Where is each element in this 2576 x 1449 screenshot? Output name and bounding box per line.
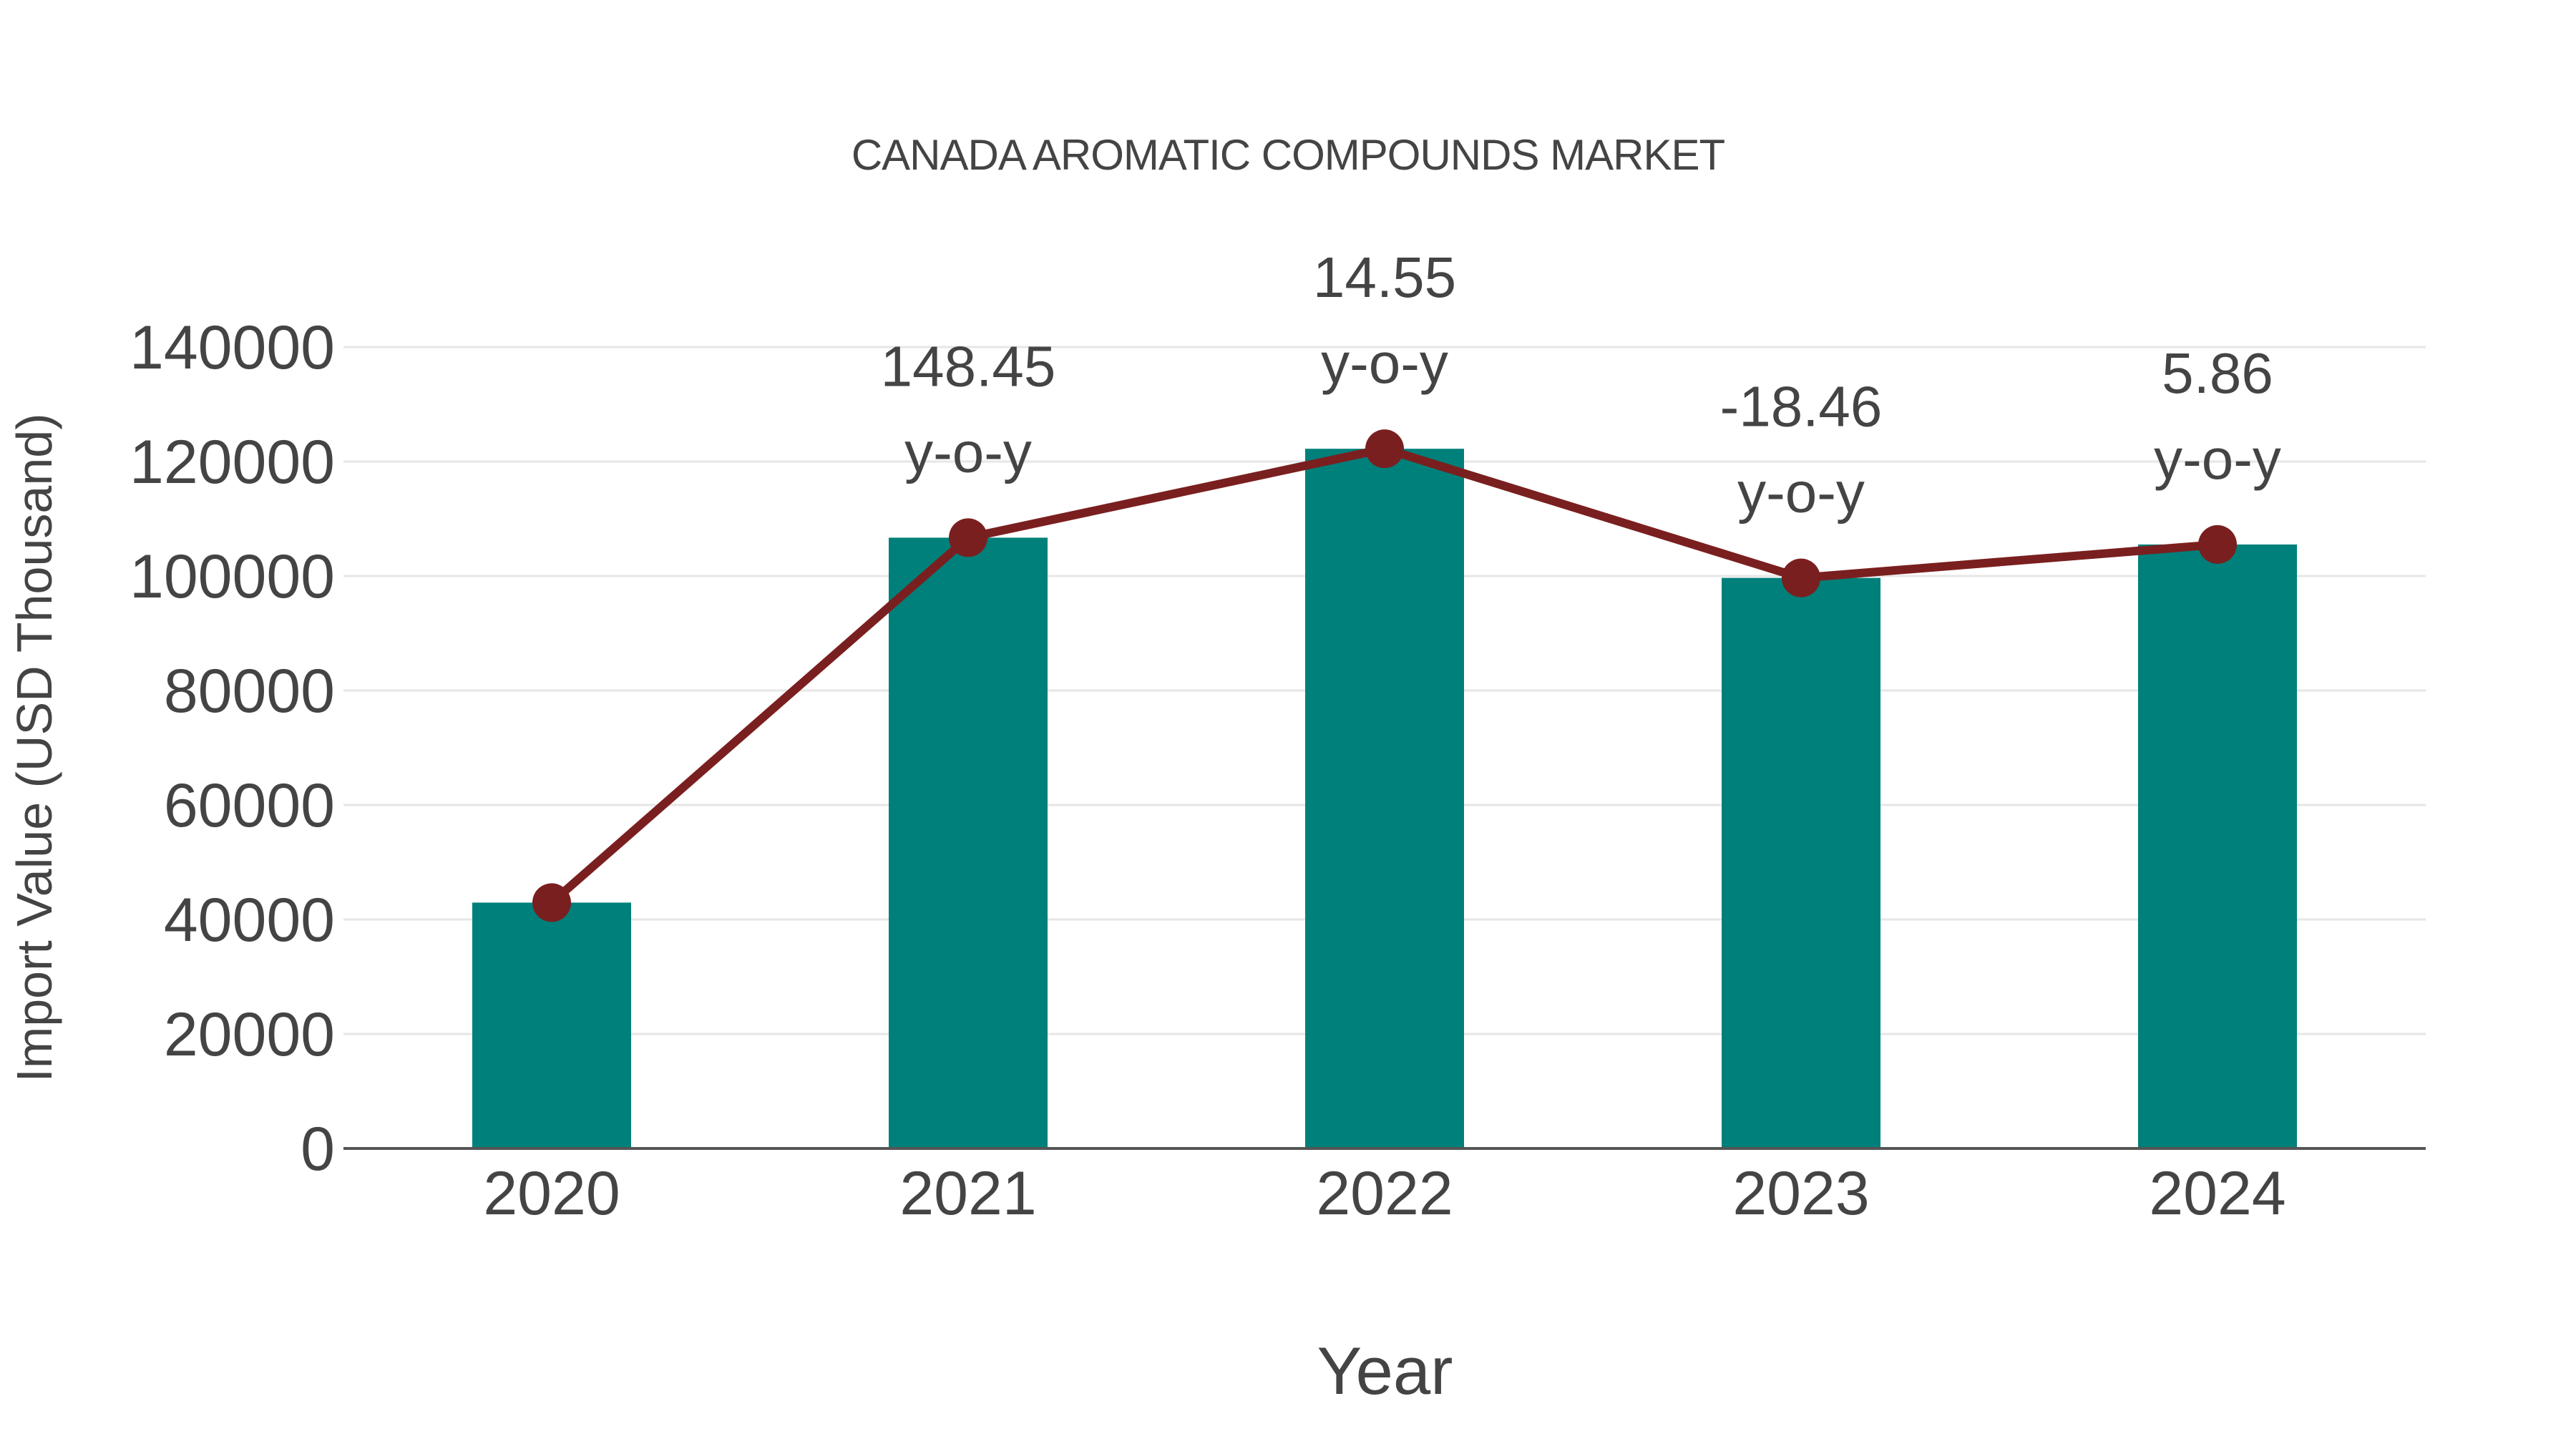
yoy-value: 5.86 (2162, 341, 2273, 405)
bar-2022 (1305, 449, 1464, 1148)
y-tick-label: 40000 (164, 886, 335, 955)
yoy-annotation-2024: 5.86 y-o-y (2154, 341, 2281, 491)
y-tick-label: 100000 (130, 542, 335, 611)
trend-marker-2023 (1782, 558, 1820, 597)
y-tick-label: 120000 (130, 428, 335, 497)
x-tick-label: 2024 (2149, 1159, 2285, 1228)
x-tick-label: 2021 (899, 1159, 1036, 1228)
bars (472, 449, 2297, 1148)
yoy-annotation-2022: 14.55 y-o-y (1313, 245, 1456, 395)
y-tick-label: 140000 (130, 313, 335, 382)
yoy-value: -18.46 (1720, 375, 1883, 439)
x-axis-label: Year (1317, 1333, 1453, 1408)
yoy-annotation-2021: 148.45 y-o-y (881, 334, 1056, 484)
y-tick-label: 0 (301, 1115, 335, 1184)
bar-2021 (889, 537, 1048, 1148)
yoy-suffix: y-o-y (2154, 427, 2281, 491)
chart-title: CANADA AROMATIC COMPOUNDS MARKET (851, 131, 1725, 179)
yoy-value: 14.55 (1313, 245, 1456, 309)
yoy-suffix: y-o-y (1321, 331, 1448, 395)
y-axis-ticks: 0 20000 40000 60000 80000 100000 120000 140000 (130, 313, 335, 1184)
trend-marker-2022 (1365, 429, 1404, 469)
trend-marker-2021 (949, 518, 987, 557)
yoy-suffix: y-o-y (1737, 461, 1865, 525)
y-tick-label: 20000 (164, 1000, 335, 1069)
bar-2023 (1722, 577, 1880, 1148)
x-tick-label: 2023 (1732, 1159, 1869, 1228)
yoy-annotation-2023: -18.46 y-o-y (1720, 375, 1883, 525)
x-tick-label: 2020 (483, 1159, 620, 1228)
bar-2020 (472, 902, 631, 1148)
trend-marker-2024 (2198, 525, 2237, 564)
yoy-value: 148.45 (881, 334, 1056, 398)
trend-marker-2020 (532, 883, 571, 922)
bar-2024 (2138, 544, 2297, 1148)
x-tick-label: 2022 (1316, 1159, 1453, 1228)
x-axis-ticks: 2020 2021 2022 2023 2024 (483, 1159, 2285, 1228)
trend-line (532, 429, 2237, 922)
yoy-annotations: 148.45 y-o-y 14.55 y-o-y -18.46 y-o-y 5.86 y-o-… (881, 245, 2281, 524)
y-tick-label: 80000 (164, 657, 335, 726)
yoy-suffix: y-o-y (904, 420, 1032, 484)
y-tick-label: 60000 (164, 771, 335, 840)
